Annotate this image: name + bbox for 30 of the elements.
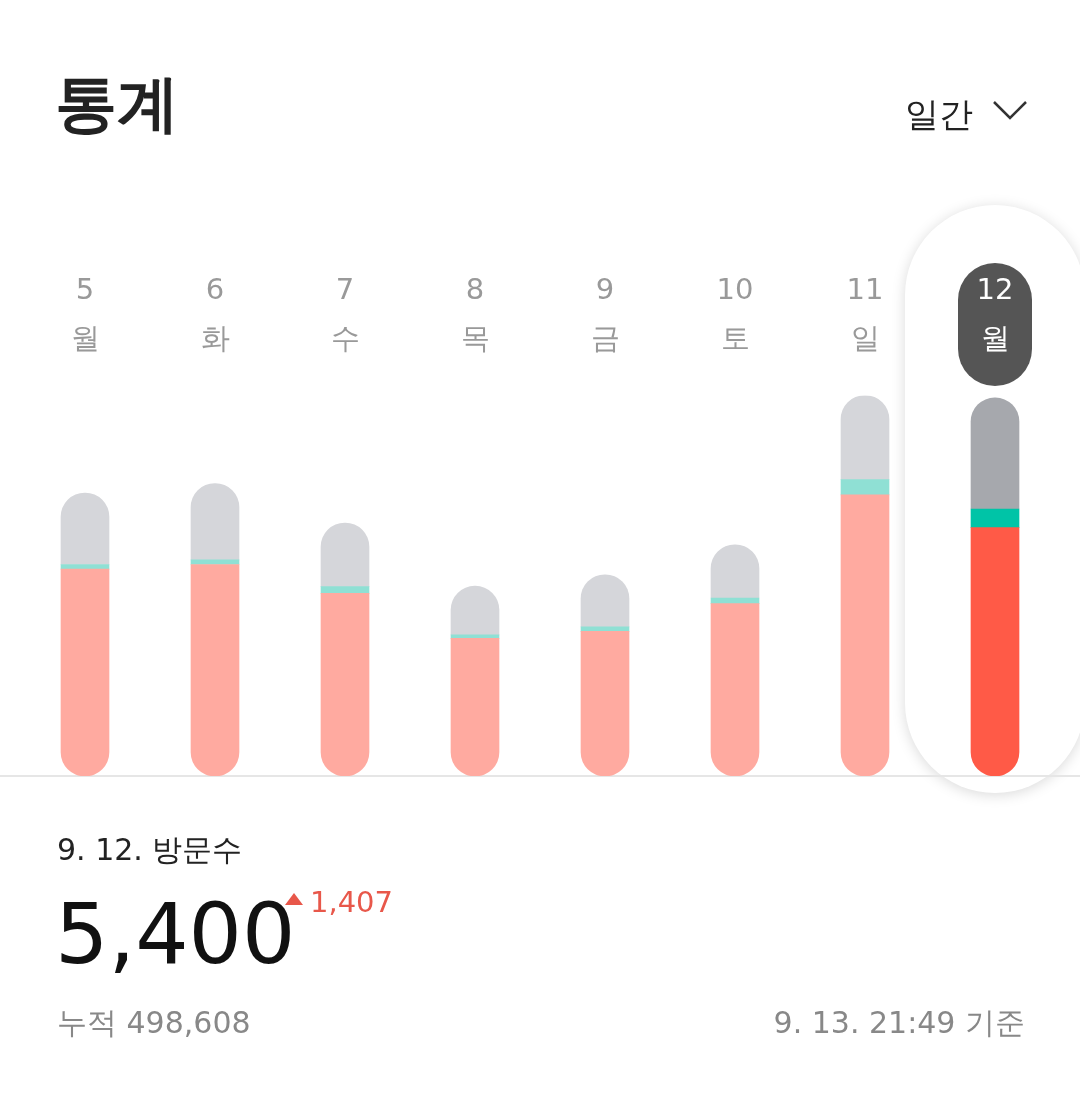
text: 1,407 bbox=[310, 885, 394, 919]
bar bbox=[840, 395, 890, 480]
bar bbox=[970, 527, 1020, 776]
bar bbox=[320, 586, 370, 594]
chart-title: 통계 bbox=[55, 66, 179, 142]
x-tick-label: 5 월 bbox=[70, 272, 100, 356]
x-tick-label: 8 목 bbox=[460, 272, 490, 356]
text: 5,400 bbox=[55, 885, 296, 983]
bar bbox=[580, 631, 630, 776]
x-tick-label: 11 일 bbox=[846, 272, 884, 356]
bar bbox=[970, 397, 1020, 510]
bar bbox=[840, 494, 890, 776]
bar bbox=[450, 637, 500, 776]
text: 일간 bbox=[905, 93, 973, 136]
bar bbox=[60, 568, 110, 776]
x-tick-label: 12 월 bbox=[976, 272, 1014, 356]
x-tick-label: 7 수 bbox=[330, 272, 360, 356]
text: 9. 13. 21:49 기준 bbox=[773, 1004, 1025, 1042]
x-tick-label: 6 화 bbox=[200, 272, 230, 356]
bar bbox=[190, 564, 240, 776]
bar bbox=[60, 564, 110, 570]
x-tick-label: 10 토 bbox=[716, 272, 754, 356]
bar bbox=[710, 603, 760, 776]
text: 누적 498,608 bbox=[57, 1004, 251, 1042]
text: 9. 12. 방문수 bbox=[57, 831, 243, 869]
bar bbox=[970, 508, 1020, 528]
x-tick-label: 9 금 bbox=[590, 272, 620, 356]
bar bbox=[840, 479, 890, 496]
bar bbox=[190, 483, 240, 561]
bar bbox=[320, 593, 370, 776]
